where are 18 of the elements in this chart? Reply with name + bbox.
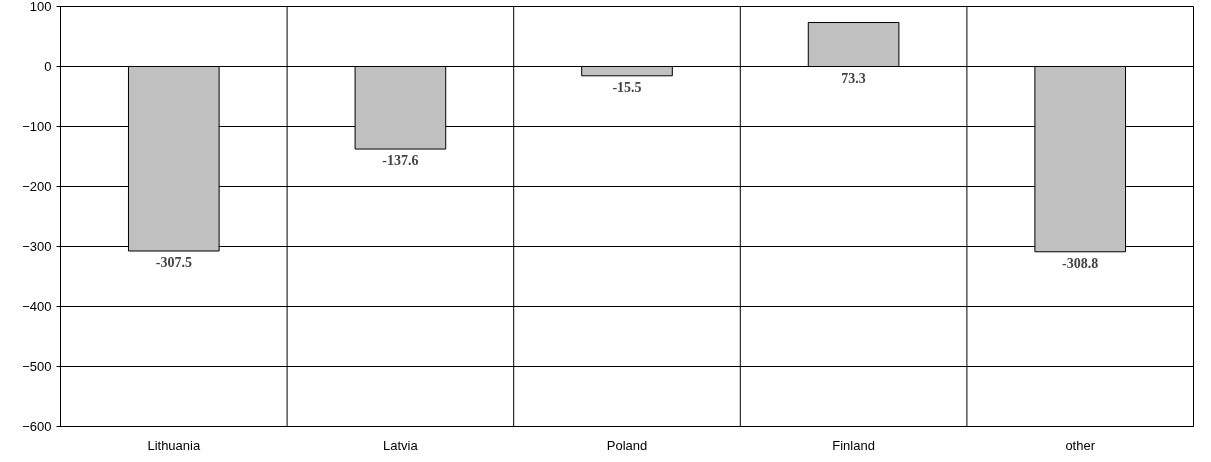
y-tick-label: −100 — [22, 119, 52, 134]
x-tick-label: Finland — [832, 437, 875, 453]
x-tick-label: other — [1065, 437, 1096, 453]
y-tick-label: −600 — [22, 419, 52, 434]
y-tick-label: −300 — [22, 239, 52, 254]
y-tick-label: 0 — [44, 59, 52, 74]
x-tick-label: Poland — [606, 437, 648, 453]
data-label: -137.6 — [382, 153, 419, 169]
y-tick-label: −200 — [22, 179, 52, 194]
y-tick-label: 100 — [29, 0, 52, 14]
x-tick-label: Latvia — [383, 437, 419, 453]
x-tick-label: Lithuania — [147, 437, 201, 453]
data-label: 73.3 — [841, 70, 866, 86]
data-label: -15.5 — [612, 79, 642, 95]
y-tick-label: −400 — [22, 299, 52, 314]
data-label: -308.8 — [1062, 255, 1099, 271]
y-tick-label: −500 — [22, 359, 52, 374]
data-label: -307.5 — [155, 255, 192, 270]
